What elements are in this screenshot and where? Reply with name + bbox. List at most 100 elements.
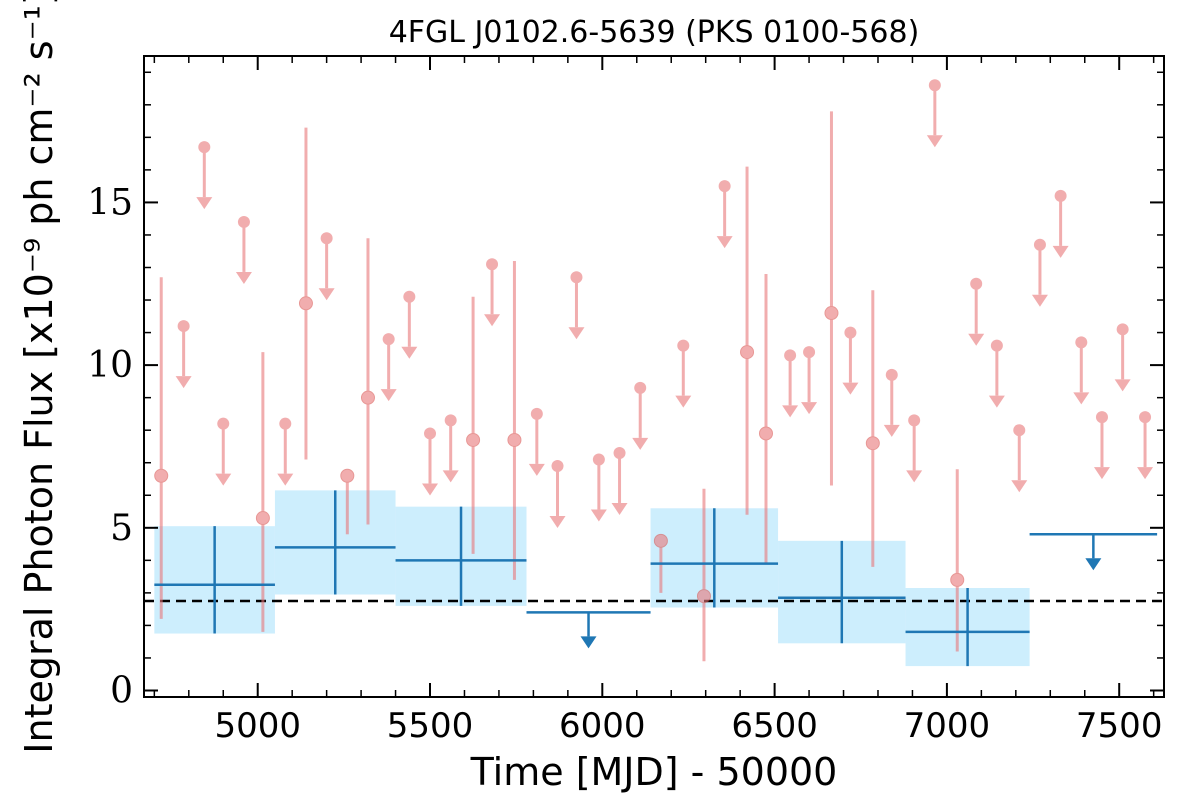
short-bin-detection	[360, 238, 375, 525]
short-bin-upper-limit	[801, 346, 818, 415]
short-bin-upper-limit	[590, 453, 607, 522]
data-point	[466, 432, 481, 447]
upper-limit-arrow	[1137, 467, 1154, 480]
short-bin-upper-limit	[1093, 411, 1110, 480]
x-tick-label: 6500	[731, 706, 818, 746]
short-bin-upper-limit	[318, 232, 335, 301]
upper-limit-arrow	[1073, 392, 1090, 405]
short-bin-detection	[696, 488, 711, 662]
chart-title: 4FGL J0102.6-5639 (PKS 0100-568)	[389, 15, 920, 50]
short-bin-upper-limit	[988, 339, 1005, 408]
short-bin-upper-limit	[968, 277, 985, 346]
upper-limit-arrow	[422, 483, 439, 496]
short-bin-upper-limit	[484, 258, 501, 327]
data-point	[444, 414, 457, 427]
upper-limit-arrow	[1085, 558, 1102, 571]
x-tick-labels: 5000 5500 6000 6500 7000 7500	[214, 706, 1162, 746]
data-point	[592, 453, 605, 466]
data-point	[298, 296, 313, 311]
data-point	[1013, 424, 1026, 437]
data-point	[1075, 336, 1088, 349]
data-point	[677, 339, 690, 352]
upper-limit-arrow	[549, 515, 566, 528]
data-point	[696, 589, 711, 604]
upper-limit-arrow	[442, 470, 459, 483]
data-point	[758, 426, 773, 441]
long-bin-detection	[650, 508, 779, 608]
upper-limit-arrow	[277, 473, 294, 486]
data-point	[1054, 189, 1067, 202]
upper-limit-arrow	[380, 389, 397, 402]
y-tick-labels: 0 5 10 15	[87, 182, 133, 711]
short-bin-upper-limit	[1137, 411, 1154, 480]
data-point	[824, 306, 839, 321]
short-bin-upper-limit	[235, 215, 252, 284]
short-bin-upper-limit	[906, 414, 923, 483]
data-point	[1095, 411, 1108, 424]
data-point	[177, 320, 190, 333]
data-point	[885, 368, 898, 381]
upper-limit-arrow	[318, 288, 335, 301]
data-point	[360, 390, 375, 405]
data-point	[279, 417, 292, 430]
y-tick-label: 10	[87, 345, 133, 386]
long-bin-upper-limit	[526, 611, 651, 649]
y-tick-label: 0	[110, 670, 133, 711]
short-bin-upper-limit	[277, 417, 294, 486]
short-bin-detection	[653, 533, 668, 593]
upper-limit-arrow	[175, 376, 192, 389]
long-bin-series	[154, 490, 1158, 667]
data-point	[255, 511, 270, 526]
data-point	[1139, 411, 1152, 424]
short-bin-upper-limit	[549, 459, 566, 528]
data-point	[908, 414, 921, 427]
data-point	[928, 79, 941, 92]
data-point	[551, 459, 564, 472]
upper-limit-arrow	[716, 236, 733, 249]
upper-limit-arrow	[675, 395, 692, 408]
short-bin-upper-limit	[175, 320, 192, 389]
data-point	[530, 407, 543, 420]
data-point	[634, 381, 647, 394]
upper-limit-arrow	[568, 327, 585, 340]
x-tick-label: 6000	[559, 706, 646, 746]
upper-limit-arrow	[632, 437, 649, 450]
upper-limit-arrow	[988, 395, 1005, 408]
upper-limit-arrow	[590, 509, 607, 522]
upper-limit-arrow	[801, 402, 818, 415]
upper-limit-arrow	[215, 473, 232, 486]
data-point	[653, 533, 668, 548]
short-bin-upper-limit	[1073, 336, 1090, 405]
short-bin-upper-limit	[611, 446, 628, 515]
short-bin-upper-limit	[422, 427, 439, 496]
data-point	[990, 339, 1003, 352]
data-point	[970, 277, 983, 290]
long-bin-detection	[905, 587, 1030, 667]
data-point	[320, 232, 333, 245]
data-point	[865, 436, 880, 451]
short-bin-upper-limit	[196, 141, 213, 210]
data-point	[1116, 323, 1129, 336]
data-point	[613, 446, 626, 459]
upper-limit-arrow	[1052, 245, 1069, 258]
short-bin-upper-limit	[528, 407, 545, 476]
upper-limit-arrow	[782, 405, 799, 418]
upper-limit-arrow	[1114, 379, 1131, 392]
short-bin-upper-limit	[883, 368, 900, 437]
upper-limit-arrow	[906, 470, 923, 483]
data-point	[570, 271, 583, 284]
long-bin-detection	[274, 490, 396, 595]
data-point	[154, 468, 169, 483]
data-point	[486, 258, 499, 271]
x-axis-label: Time [MJD] - 50000	[470, 750, 838, 794]
data-point	[784, 349, 797, 362]
short-bin-upper-limit	[568, 271, 585, 340]
upper-limit-arrow	[926, 135, 943, 148]
x-tick-label: 5500	[387, 706, 474, 746]
upper-limit-arrow	[1011, 480, 1028, 493]
short-bin-upper-limit	[442, 414, 459, 483]
short-bin-upper-limit	[926, 79, 943, 148]
short-bin-detection	[824, 111, 839, 486]
short-bin-upper-limit	[1114, 323, 1131, 392]
